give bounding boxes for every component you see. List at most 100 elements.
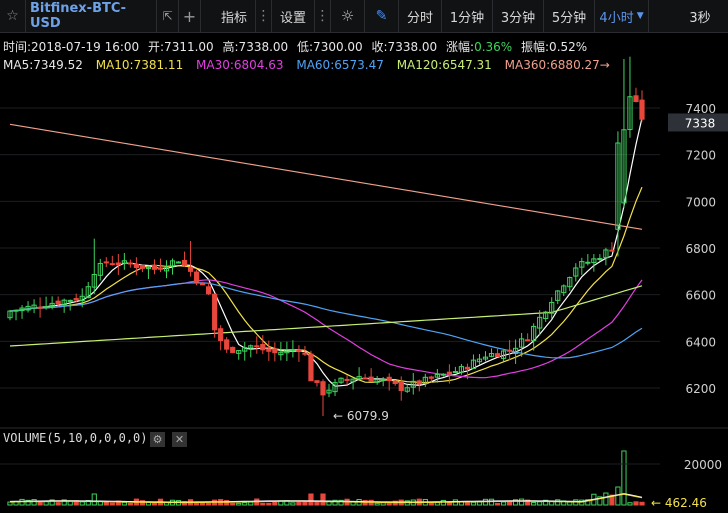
volume-ma10-line [9,493,643,504]
up-volume-bar [7,501,13,506]
interval-tab-0[interactable]: 分时 [399,0,443,33]
candle-body [109,263,115,266]
price-tick-label: 7000 [685,195,716,209]
candle-body [440,373,446,376]
candle-body [591,258,597,264]
candle-body [308,353,314,382]
add-icon[interactable]: + [179,0,201,33]
up-candle [242,341,248,361]
up-volume-bar [597,496,603,506]
down-candle [362,373,368,380]
candle-body [55,300,61,305]
down-volume-bar [224,500,230,506]
indicators-more-icon[interactable]: ⋮ [256,0,273,33]
candle-body [212,293,218,331]
symbol-selector[interactable]: Bitfinex-BTC-USD [26,0,157,33]
candle-body [187,266,194,272]
down-candle [639,90,645,122]
theme-sun-icon[interactable]: ☼ [331,0,366,33]
candle-body [627,96,633,131]
down-candle [272,342,278,362]
candle-body [43,306,49,309]
down-volume-bar [633,501,639,506]
toolbar: ☆ Bitfinex-BTC-USD ⇱ + 指标 ⋮ 设置 ⋮ ☼ ✎ 分时 … [0,0,728,33]
up-candle [326,383,332,398]
candle-body [302,352,308,355]
interval-tab-3[interactable]: 5分钟 [544,0,596,33]
ma10-label: MA10:7381.11 [95,58,184,72]
draw-pen-icon[interactable]: ✎ [365,0,400,33]
up-candle [356,367,362,380]
candle-body [218,328,224,342]
candle-body [410,380,416,388]
down-candle [308,350,314,382]
down-volume-bar [230,502,236,506]
down-volume-bar [308,493,314,506]
ma10-line [9,186,643,384]
down-volume-bar [193,502,200,506]
up-candle [19,305,25,319]
up-volume-bar [603,492,609,506]
up-volume-bar [621,450,627,506]
expand-icon[interactable]: ⇱ [157,0,179,33]
candles [7,56,645,416]
down-candle [181,251,188,267]
interval-tab-2[interactable]: 3分钟 [493,0,545,33]
close-icon[interactable]: ✕ [172,432,187,447]
up-candle [500,350,507,362]
interval-tab-1[interactable]: 1分钟 [442,0,494,33]
gear-icon[interactable]: ⚙ [150,432,165,447]
up-volume-bar [121,501,127,506]
candle-body [386,376,392,382]
settings-button[interactable]: 设置 [272,0,316,33]
candle-body [597,258,603,261]
candle-body [350,378,356,383]
favorite-star-icon[interactable]: ☆ [0,0,26,33]
candle-body [326,389,332,394]
candle-body [416,380,422,385]
up-candle [410,373,416,395]
down-candle [260,335,266,355]
up-volume-bar [236,502,242,506]
down-candle [109,255,115,266]
up-volume-bar [585,499,591,506]
down-volume-bar [296,501,302,506]
up-candle [561,284,567,297]
down-candle [416,379,422,392]
candle-body [609,249,615,252]
settings-more-icon[interactable]: ⋮ [315,0,332,33]
up-candle [470,354,477,369]
up-candle [284,341,290,361]
candle-body [206,286,212,295]
down-candle [224,337,230,353]
candle-body [603,249,609,259]
down-candle [151,259,158,275]
down-candle [103,257,109,268]
up-volume-bar [434,502,440,506]
current-price-tag [668,113,728,132]
up-volume-bar [79,501,85,506]
candle-body [224,339,230,350]
candle-body [193,271,200,283]
candle-body [470,359,477,369]
up-candle [537,310,543,336]
down-candle [320,379,326,416]
up-candle [621,59,627,209]
candle-body [543,311,549,320]
up-volume-bar [512,499,519,506]
candle-body [61,299,67,306]
up-candle [338,377,344,384]
down-volume-bar [272,501,278,506]
indicators-button[interactable]: 指标 [213,0,257,33]
candle-body [200,283,206,286]
info-high: 高:7338.00 [222,40,289,54]
up-candle [434,368,440,383]
up-candle [163,260,170,279]
candle-body [506,349,513,352]
refresh-interval[interactable]: 3秒 [689,11,711,26]
interval-tab-active[interactable]: 4小时 ▼ [595,0,650,33]
info-close: 收:7338.00 [371,40,438,54]
down-candle [296,345,302,362]
